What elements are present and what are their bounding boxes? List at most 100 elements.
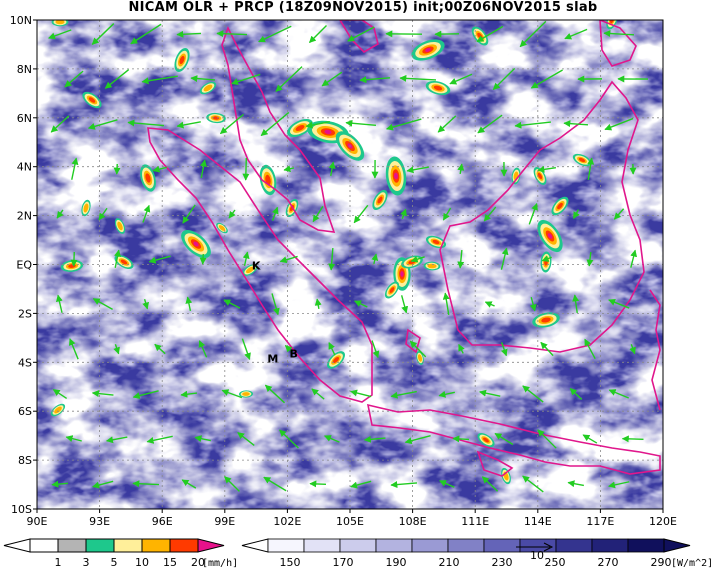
precip-cell	[81, 199, 91, 217]
wind-arrow	[258, 25, 292, 43]
wind-arrow	[130, 23, 162, 45]
precip-cell	[140, 164, 156, 192]
wind-arrow	[328, 161, 336, 177]
wind-arrow	[242, 157, 250, 181]
wind-arrow	[311, 388, 325, 400]
wind-arrow	[176, 30, 202, 38]
precip-cell	[239, 390, 253, 398]
wind-arrow	[514, 121, 551, 129]
java-coastline	[366, 403, 661, 475]
wind-arrow	[537, 429, 557, 449]
wind-arrow	[345, 119, 377, 127]
wind-arrow	[70, 251, 78, 267]
precip-cell	[477, 433, 495, 447]
wind-arrow	[50, 115, 70, 133]
lon-tick-label: 105E	[336, 515, 364, 528]
precip-colorbar-segment	[85, 538, 115, 553]
wind-arrow	[399, 74, 437, 82]
precip-colorbar-high-triangle	[197, 538, 225, 553]
precip-cell	[181, 229, 211, 259]
wind-arrow	[567, 480, 584, 488]
wind-arrow	[390, 390, 417, 399]
wind-arrow	[219, 113, 244, 135]
station-label: K	[252, 259, 261, 272]
wind-arrow	[529, 297, 537, 312]
precip-cell	[114, 218, 126, 234]
wind-arrow	[309, 480, 327, 488]
wind-arrow	[563, 120, 589, 128]
wind-arrow	[283, 165, 295, 173]
precip-cell	[425, 80, 451, 96]
lon-tick-label: 111E	[461, 515, 489, 528]
lat-tick-label: EQ	[16, 259, 32, 272]
precip-colorbar-segment	[57, 538, 87, 553]
wind-arrow	[400, 208, 407, 219]
wind-arrow	[48, 29, 72, 40]
wind-arrow	[484, 301, 495, 308]
wind-arrow	[564, 28, 588, 40]
wind-arrow	[314, 298, 322, 310]
olr-colorbar-label: 250	[545, 556, 566, 569]
sulawesi-edge	[649, 289, 661, 411]
wind-arrow	[519, 20, 547, 48]
sumatra-coastline	[147, 127, 373, 403]
wind-arrow	[537, 165, 557, 173]
wind-arrow	[142, 204, 151, 223]
wind-arrow	[91, 23, 115, 45]
wind-arrow	[400, 295, 409, 314]
bali-lombok-coastline	[476, 450, 514, 477]
wind-arrow	[458, 343, 465, 354]
wind-arrow	[353, 204, 369, 224]
wind-arrow	[98, 207, 108, 221]
olr-colorbar-segment	[555, 538, 593, 553]
wind-arrow	[409, 340, 427, 358]
wind-arrow	[241, 338, 251, 361]
wind-arrow	[522, 475, 544, 493]
lon-tick-label: 114E	[524, 515, 552, 528]
wind-arrow	[199, 253, 207, 265]
wind-arrow	[91, 390, 114, 398]
wind-arrow	[603, 30, 635, 38]
olr-colorbar: 150 170 190 210 230 250 270 290 10 [W/m^2]	[241, 538, 713, 569]
precip-colorbar-label: 10	[135, 556, 149, 569]
precip-cell	[423, 261, 441, 271]
wind-arrow	[492, 67, 516, 91]
wind-arrow	[200, 159, 207, 178]
wind-arrow	[457, 249, 465, 269]
vietnam-coastline	[599, 20, 637, 67]
wind-arrow	[146, 435, 173, 444]
olr-colorbar-label: 190	[386, 556, 407, 569]
precip-cell	[511, 167, 521, 185]
precip-colorbar-segment	[141, 538, 171, 553]
wind-arrow	[190, 75, 216, 83]
wind-arrow	[321, 71, 343, 87]
wind-arrow	[363, 435, 386, 443]
bangka-coastline	[405, 328, 421, 354]
precip-colorbar-segment	[169, 538, 199, 553]
wind-arrow	[328, 342, 336, 356]
precip-cell	[242, 264, 258, 276]
wind-arrow	[309, 25, 327, 43]
wind-arrow	[312, 206, 324, 223]
wind-arrow	[587, 157, 595, 180]
wind-arrow	[176, 121, 201, 129]
wind-arrow	[264, 384, 286, 404]
reference-vector: 10	[516, 542, 554, 562]
wind-arrow	[481, 476, 499, 492]
wind-arrow	[92, 480, 114, 489]
olr-unit-label: [W/m^2]	[671, 558, 713, 569]
wind-arrow	[584, 338, 596, 360]
wind-arrow	[185, 296, 193, 311]
wind-arrow	[572, 209, 580, 219]
precip-cell	[551, 196, 569, 216]
lon-tick-label: 93E	[89, 515, 110, 528]
wind-arrow	[494, 432, 514, 446]
olr-colorbar-segment	[339, 538, 377, 553]
wind-arrow	[347, 26, 375, 42]
olr-colorbar-label: 290	[651, 556, 672, 569]
lon-tick-label: 120E	[649, 515, 677, 528]
wind-arrow	[476, 25, 504, 43]
wind-arrow	[452, 435, 470, 443]
lat-tick-label: 10N	[10, 14, 32, 27]
lat-tick-label: 8S	[18, 454, 32, 467]
